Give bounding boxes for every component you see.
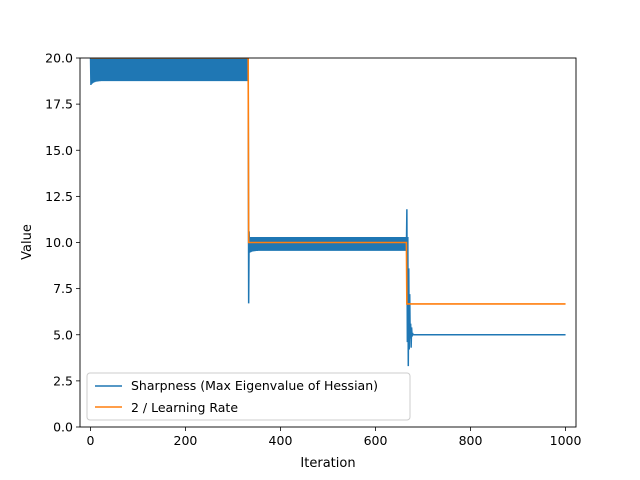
- series-line-learning-rate: [90, 58, 566, 305]
- y-tick-label: 5.0: [53, 327, 73, 342]
- x-tick-label: 200: [174, 433, 198, 448]
- x-axis-label: Iteration: [300, 456, 355, 471]
- x-tick-label: 800: [459, 433, 483, 448]
- y-tick-label: 2.5: [53, 373, 73, 388]
- y-axis-label: Value: [20, 224, 35, 260]
- y-tick-label: 17.5: [45, 97, 73, 112]
- y-axis: 0.0 2.5 5.0 7.5 10.0 12.5 15.0 17.5 20.0: [45, 51, 80, 435]
- x-tick-label: 400: [269, 433, 293, 448]
- legend-box: [86, 372, 411, 421]
- legend-label-sharpness: Sharpness (Max Eigenvalue of Hessian): [131, 378, 378, 393]
- x-tick-label: 600: [364, 433, 388, 448]
- plot-area: [89, 58, 566, 367]
- y-tick-label: 12.5: [45, 189, 73, 204]
- x-axis: 0 200 400 600 800 1000: [86, 427, 582, 448]
- x-tick-label: 0: [86, 433, 94, 448]
- x-tick-label: 1000: [550, 433, 582, 448]
- series-line-sharpness: [89, 58, 566, 367]
- legend-label-learning-rate: 2 / Learning Rate: [131, 400, 238, 415]
- y-tick-label: 20.0: [45, 51, 73, 66]
- y-tick-label: 15.0: [45, 143, 73, 158]
- y-tick-label: 0.0: [53, 420, 73, 435]
- legend: Sharpness (Max Eigenvalue of Hessian) 2 …: [86, 372, 411, 421]
- y-tick-label: 10.0: [45, 235, 73, 250]
- y-tick-label: 7.5: [53, 281, 73, 296]
